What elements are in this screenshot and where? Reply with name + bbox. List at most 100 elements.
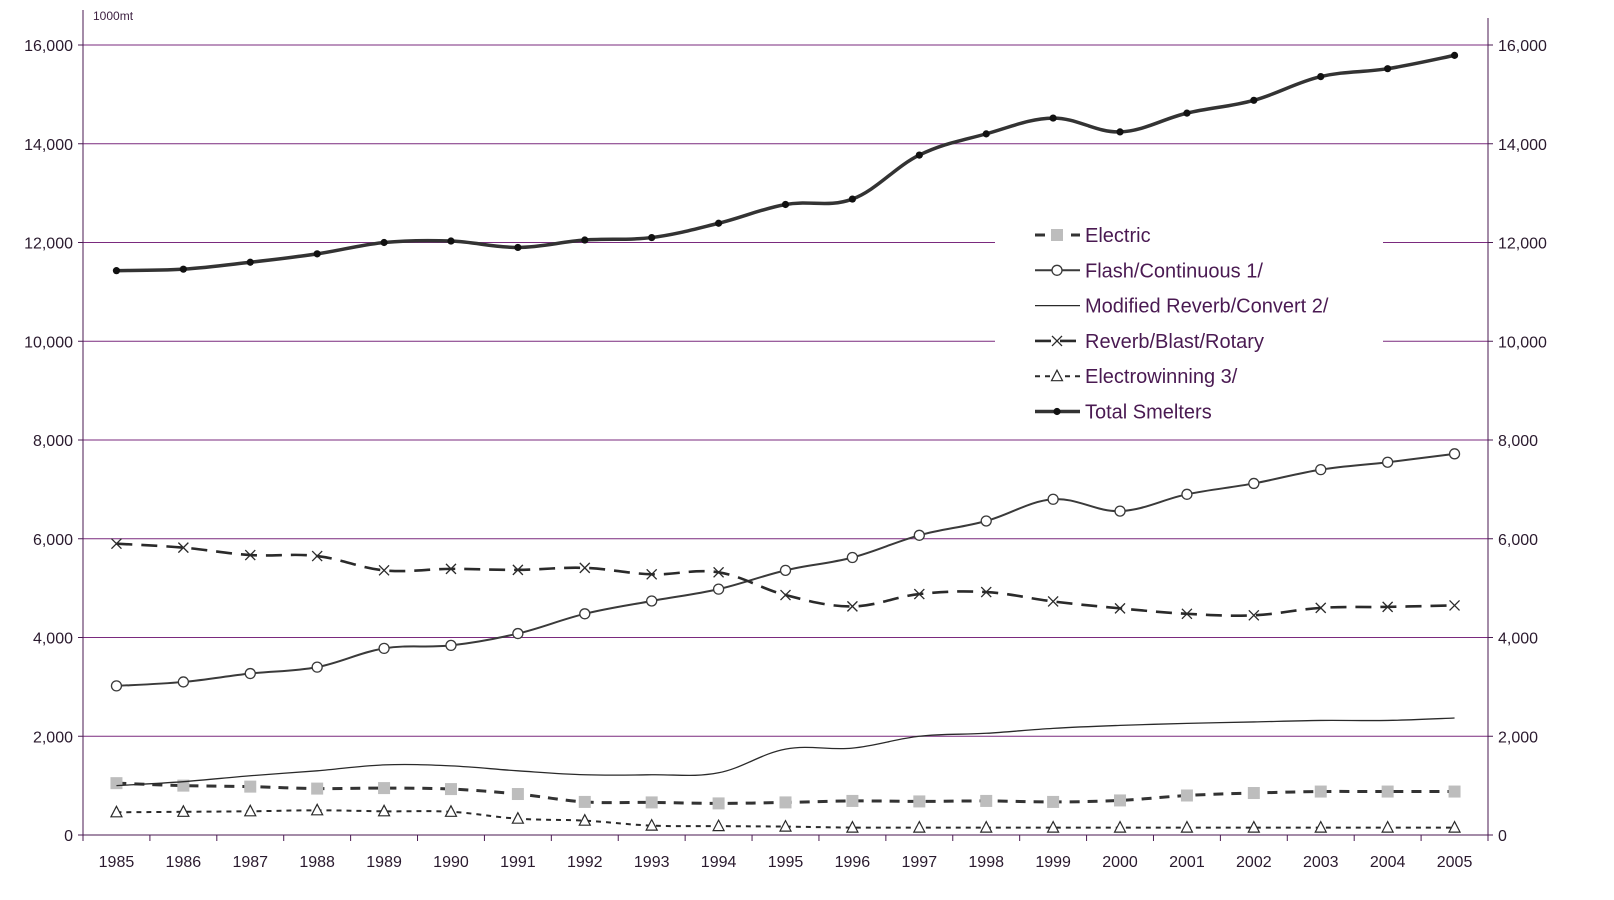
series-2 (116, 717, 1455, 787)
data-point (845, 820, 859, 833)
data-point (380, 238, 388, 247)
data-point (511, 788, 524, 801)
x-marker-stroke (980, 586, 992, 598)
data-point (713, 566, 725, 578)
data-point (112, 267, 121, 275)
data-point (1315, 463, 1327, 476)
left-y-tick-labels: 0 2,000 4,000 6,000 8,000 10,000 12,000 14,000 1… (24, 38, 73, 845)
data-point (1248, 609, 1260, 621)
data-point (179, 265, 187, 273)
legend-swatch-marker (1051, 264, 1063, 276)
data-point (979, 820, 993, 833)
legend-swatch-marker (1053, 407, 1061, 416)
series-line (116, 809, 1455, 829)
y-tick-label-right: 6,000 (1498, 532, 1538, 549)
data-point (780, 589, 791, 601)
data-point (1448, 785, 1461, 798)
data-point (1180, 789, 1193, 802)
data-point (848, 195, 857, 203)
data-point (1384, 65, 1392, 73)
x-marker-stroke (780, 589, 791, 601)
gridlines (83, 44, 1488, 737)
legend-label: Electrowinning 3/ (1085, 366, 1238, 388)
x-tick-label: 1996 (835, 854, 871, 871)
y-tick-label-left: 8,000 (33, 433, 73, 450)
series-0 (110, 777, 1461, 810)
data-point (244, 549, 256, 561)
data-point (1449, 599, 1461, 611)
data-point (1381, 456, 1394, 468)
data-point (648, 233, 656, 242)
data-point (980, 794, 993, 807)
legend-label: Electric (1085, 225, 1151, 247)
data-point (444, 783, 457, 796)
series-line (116, 717, 1455, 787)
data-point (1047, 795, 1060, 808)
right-y-tick-labels: 0 2,000 4,000 6,000 8,000 10,000 12,000 14,000 1… (1498, 38, 1547, 845)
axes (78, 10, 1493, 841)
data-point (377, 804, 391, 817)
series-line (116, 542, 1455, 617)
data-point (445, 639, 457, 652)
legend-label: Modified Reverb/Convert 2/ (1085, 296, 1329, 318)
x-tick-label: 2004 (1370, 854, 1406, 871)
data-point (177, 542, 189, 554)
data-point (378, 564, 390, 576)
x-tick-label: 1985 (99, 854, 135, 871)
y-tick-label-right: 0 (1498, 828, 1507, 845)
y-tick-label-right: 8,000 (1498, 433, 1538, 450)
legend-swatch-marker (1050, 368, 1064, 382)
data-point (982, 130, 990, 138)
x-marker-stroke (512, 564, 524, 576)
y-tick-label-right: 10,000 (1498, 334, 1547, 351)
x-marker-stroke (579, 562, 591, 574)
y-tick-label-right: 2,000 (1498, 729, 1538, 746)
x-tick-label: 2000 (1102, 854, 1138, 871)
x-marker-stroke (1181, 608, 1193, 620)
y-tick-label-right: 4,000 (1498, 631, 1538, 648)
data-point (1181, 488, 1193, 500)
data-point (109, 804, 123, 818)
data-point (779, 819, 792, 832)
x-marker-stroke (646, 568, 658, 580)
series-line (116, 53, 1455, 273)
data-point (980, 515, 992, 527)
data-point (1314, 785, 1327, 798)
data-point (980, 586, 992, 598)
data-point (177, 779, 190, 792)
x-marker-stroke (846, 600, 858, 612)
data-point (913, 588, 925, 600)
data-point (714, 219, 723, 227)
x-marker-stroke (1248, 609, 1260, 621)
series-5 (112, 51, 1459, 275)
data-point (177, 676, 190, 688)
data-point (1049, 114, 1057, 122)
data-point (912, 820, 926, 833)
data-point (1382, 601, 1394, 613)
data-point (511, 811, 525, 824)
data-point (712, 797, 725, 810)
x-tick-label: 1998 (968, 854, 1004, 871)
data-point (913, 795, 926, 808)
x-tick-label: 2001 (1169, 854, 1205, 871)
data-point (1317, 73, 1325, 81)
x-marker-stroke (1315, 602, 1327, 614)
data-point (1247, 787, 1260, 800)
data-point (646, 568, 658, 580)
data-point (512, 627, 524, 640)
x-tick-label: 1992 (567, 854, 603, 871)
x-marker-stroke (1114, 602, 1126, 614)
data-point (311, 661, 323, 673)
data-point (311, 782, 324, 795)
data-point (1114, 505, 1126, 517)
y-tick-label-right: 16,000 (1498, 38, 1547, 55)
data-point (579, 562, 591, 574)
data-point (313, 250, 321, 258)
data-point (244, 780, 257, 793)
data-point (176, 804, 190, 817)
y-tick-label-left: 10,000 (24, 334, 73, 351)
data-point (712, 583, 725, 595)
data-point (1448, 820, 1462, 833)
data-point (712, 818, 726, 832)
data-point (846, 794, 859, 807)
